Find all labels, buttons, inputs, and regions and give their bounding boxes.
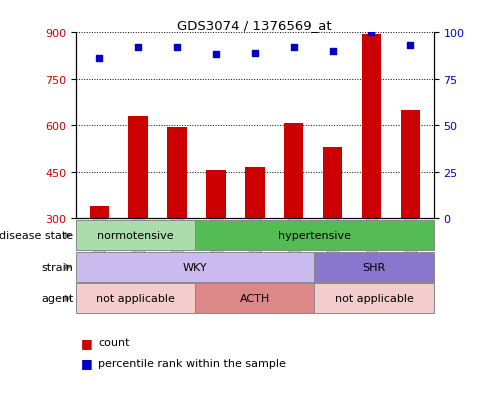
Bar <box>245 167 265 219</box>
Point <box>368 30 375 36</box>
Point <box>96 56 103 62</box>
Point <box>406 43 414 50</box>
Text: ACTH: ACTH <box>240 294 270 304</box>
Point <box>173 45 181 51</box>
Point <box>134 45 142 51</box>
Text: not applicable: not applicable <box>96 294 175 304</box>
Bar <box>128 116 148 219</box>
Bar <box>362 35 381 219</box>
Text: ■: ■ <box>81 336 93 349</box>
Text: not applicable: not applicable <box>335 294 414 304</box>
Bar <box>195 284 315 313</box>
Bar <box>284 124 303 219</box>
Bar <box>323 147 343 219</box>
Point <box>212 52 220 59</box>
Text: disease state: disease state <box>0 231 74 241</box>
Bar <box>76 221 195 251</box>
Point <box>290 45 297 51</box>
Bar <box>90 206 109 219</box>
Title: GDS3074 / 1376569_at: GDS3074 / 1376569_at <box>177 19 332 32</box>
Text: strain: strain <box>42 262 74 272</box>
Point <box>329 48 337 55</box>
Bar <box>401 110 420 219</box>
Text: SHR: SHR <box>363 262 386 272</box>
Text: WKY: WKY <box>183 262 207 272</box>
Bar <box>76 284 195 313</box>
Bar <box>76 252 315 282</box>
Text: percentile rank within the sample: percentile rank within the sample <box>98 358 286 368</box>
Text: hypertensive: hypertensive <box>278 231 351 241</box>
Bar <box>195 221 434 251</box>
Bar <box>315 252 434 282</box>
Bar <box>315 284 434 313</box>
Bar <box>206 171 225 219</box>
Point <box>251 50 259 57</box>
Text: agent: agent <box>41 294 74 304</box>
Text: count: count <box>98 337 129 347</box>
Text: normotensive: normotensive <box>97 231 174 241</box>
Text: ■: ■ <box>81 356 93 370</box>
Bar <box>167 128 187 219</box>
